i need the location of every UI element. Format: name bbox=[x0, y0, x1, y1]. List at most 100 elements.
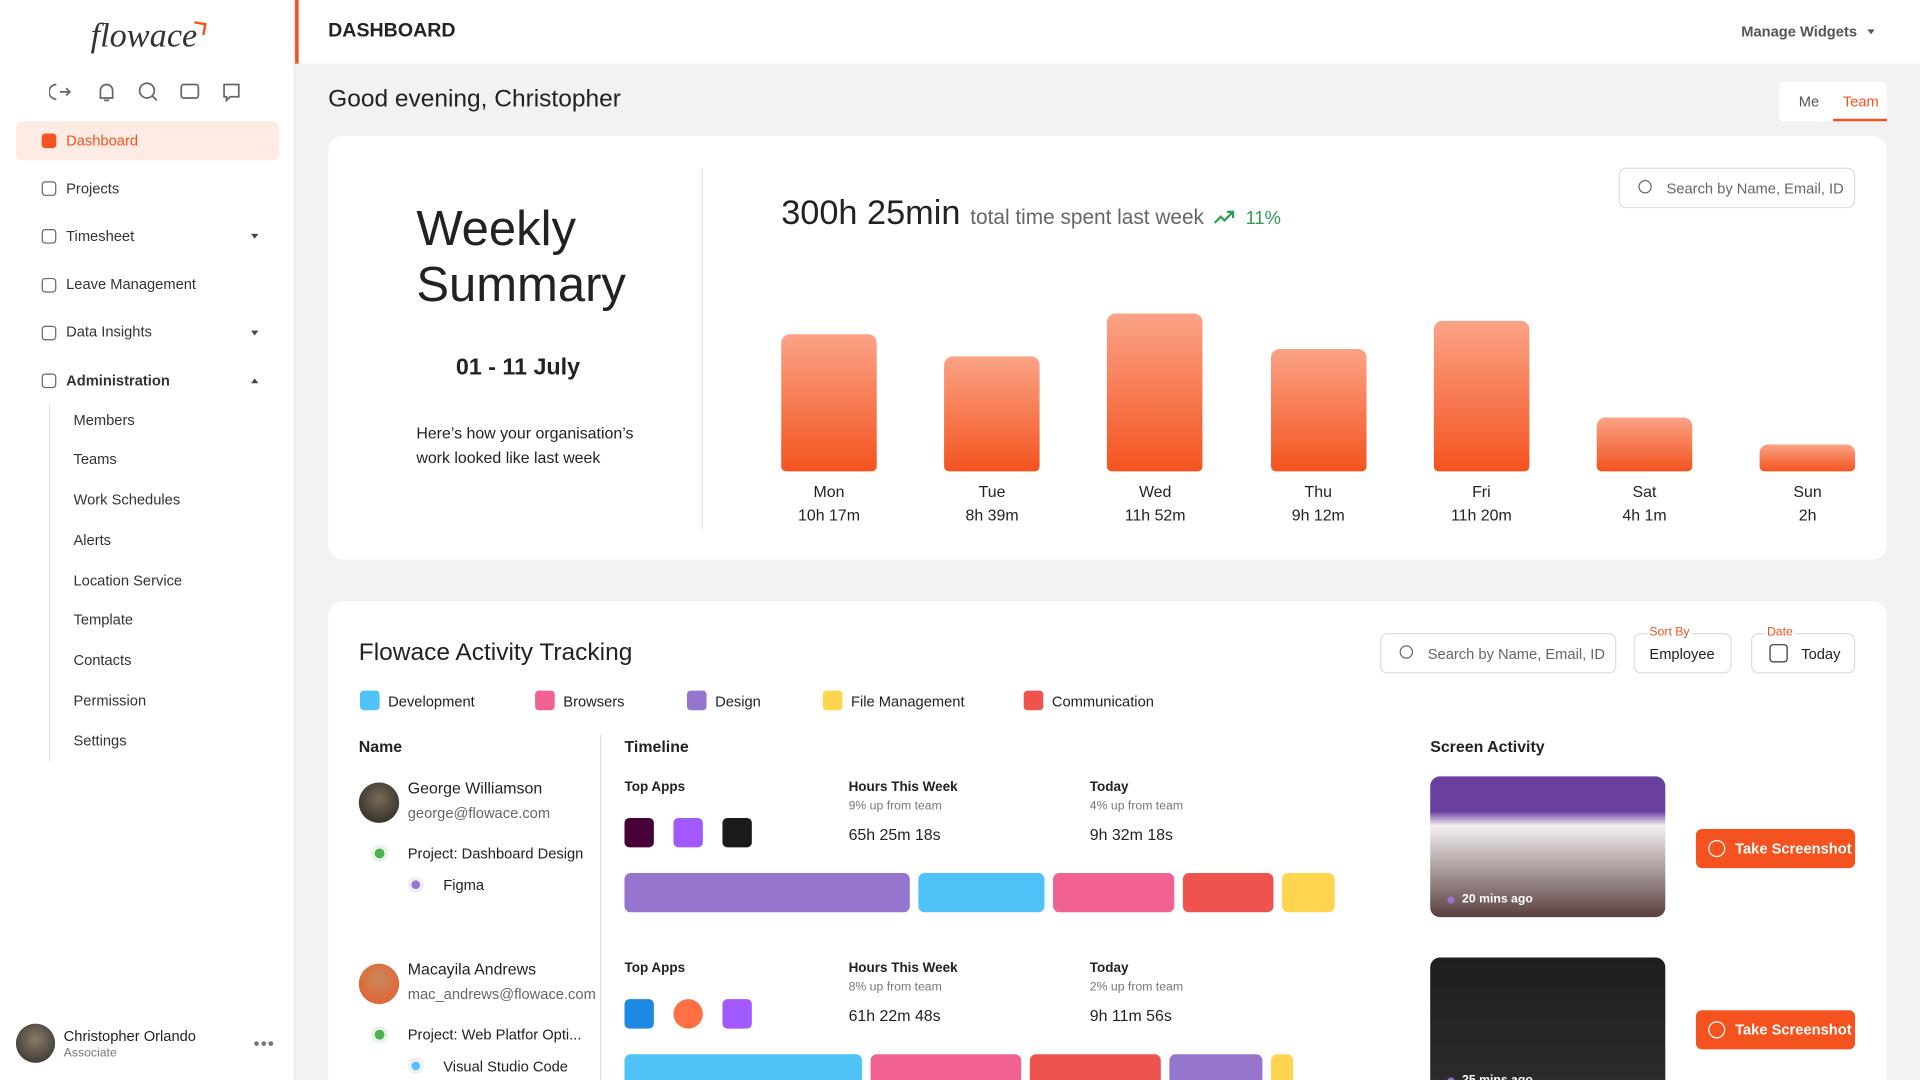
x-tick-label: Fri bbox=[1472, 482, 1491, 501]
hours-change: 8% up from team bbox=[848, 980, 942, 995]
x-tick-label: Mon bbox=[813, 482, 845, 501]
column-divider bbox=[600, 734, 602, 1080]
toggle-option[interactable]: Me bbox=[1798, 92, 1820, 110]
employee-name: George Williamson bbox=[407, 778, 543, 798]
sub-nav-item[interactable]: Settings bbox=[73, 731, 127, 749]
active-indicator bbox=[295, 0, 299, 64]
nav-item[interactable]: Data Insights bbox=[66, 323, 152, 341]
top-apps-label: Top Apps bbox=[624, 961, 686, 977]
timeline-segment bbox=[1182, 873, 1274, 913]
bar bbox=[781, 334, 877, 472]
sub-nav-item[interactable]: Work Schedules bbox=[73, 491, 181, 509]
column-header: Screen Activity bbox=[1430, 737, 1545, 756]
nav-item[interactable]: Projects bbox=[66, 179, 120, 197]
bar bbox=[944, 356, 1040, 472]
search-icon bbox=[1399, 645, 1414, 659]
search-box[interactable] bbox=[1618, 167, 1856, 209]
chevron bbox=[251, 234, 259, 240]
x-tick-label: Thu bbox=[1304, 482, 1332, 501]
activity-title: Flowace Activity Tracking bbox=[358, 638, 633, 666]
sub-nav-item[interactable]: Permission bbox=[73, 691, 147, 709]
legend-swatch bbox=[822, 690, 843, 711]
today-change: 2% up from team bbox=[1089, 980, 1184, 995]
total-time: 300h 25min bbox=[781, 193, 961, 232]
screenshot-time: 25 mins ago bbox=[1462, 1074, 1533, 1080]
legend-swatch bbox=[686, 690, 707, 711]
sidebar-icons bbox=[48, 82, 240, 103]
trend-icon bbox=[1214, 210, 1235, 224]
status-dot bbox=[374, 848, 385, 859]
weekly-dates: 01 - 11 July bbox=[455, 355, 581, 381]
hours-label: Hours This Week bbox=[848, 780, 958, 795]
sort-label: Sort By bbox=[1646, 625, 1692, 641]
avatar bbox=[358, 963, 400, 1005]
search-box[interactable] bbox=[1380, 633, 1617, 674]
logout-icon[interactable] bbox=[48, 83, 72, 101]
nav-icon bbox=[41, 373, 57, 389]
app-dot bbox=[411, 880, 420, 889]
nav-icon bbox=[41, 181, 57, 197]
more-icon[interactable]: ••• bbox=[253, 1033, 276, 1054]
value-label: 4h 1m bbox=[1622, 505, 1667, 525]
app-icon bbox=[673, 999, 703, 1029]
x-tick-label: Wed bbox=[1138, 482, 1172, 501]
nav-item[interactable]: Timesheet bbox=[66, 227, 135, 245]
sort-value: Employee bbox=[1649, 644, 1715, 662]
greeting: Good evening, Christopher bbox=[328, 85, 621, 113]
toggle-option[interactable]: Team bbox=[1842, 92, 1879, 110]
page-title: DASHBOARD bbox=[328, 20, 456, 42]
search-icon bbox=[1638, 180, 1652, 194]
sub-nav-item[interactable]: Alerts bbox=[73, 531, 112, 549]
x-tick-label: Sat bbox=[1632, 482, 1657, 501]
feedback-icon[interactable] bbox=[223, 83, 240, 103]
nav-item[interactable]: Administration bbox=[66, 371, 170, 389]
weekly-title: Weekly Summary bbox=[416, 202, 626, 313]
search-icon[interactable] bbox=[138, 82, 156, 99]
value-label: 10h 17m bbox=[798, 505, 860, 525]
screenshot-thumb[interactable] bbox=[1430, 776, 1666, 918]
bar bbox=[1433, 320, 1530, 472]
app-dot bbox=[411, 1061, 420, 1071]
timeline-segment bbox=[870, 1054, 1022, 1080]
x-tick-label: Sun bbox=[1793, 482, 1822, 501]
bar bbox=[1759, 444, 1856, 472]
user-name: Christopher Orlando bbox=[63, 1026, 196, 1044]
app-icon bbox=[722, 817, 752, 848]
date-label: Date bbox=[1764, 625, 1796, 641]
nav-active-bg bbox=[15, 121, 280, 161]
toggle[interactable] bbox=[1779, 82, 1887, 122]
sub-nav-item[interactable]: Teams bbox=[73, 450, 117, 469]
hours-value: 65h 25m 18s bbox=[848, 825, 941, 844]
nav-icon bbox=[41, 277, 57, 293]
project: Project: Web Platfor Opti... bbox=[407, 1025, 582, 1043]
search-placeholder: Search by Name, Email, ID bbox=[1427, 644, 1605, 662]
screenshot-thumb[interactable] bbox=[1430, 957, 1666, 1080]
hours-change: 9% up from team bbox=[848, 799, 942, 813]
hours-label: Hours This Week bbox=[848, 961, 958, 977]
user-role: Associate bbox=[63, 1046, 117, 1061]
chevron bbox=[251, 378, 259, 384]
caret bbox=[1867, 29, 1875, 35]
nav-item[interactable]: Leave Management bbox=[66, 275, 197, 293]
sub-nav-item[interactable]: Template bbox=[73, 611, 134, 629]
sub-nav-item[interactable]: Location Service bbox=[73, 571, 183, 589]
app-name: Visual Studio Code bbox=[443, 1057, 568, 1075]
toggle-underline bbox=[1833, 118, 1887, 122]
app-icon bbox=[624, 999, 654, 1029]
bell-icon[interactable] bbox=[99, 83, 114, 102]
nav-item[interactable]: Dashboard bbox=[66, 131, 139, 149]
timeline-segment bbox=[1270, 1054, 1294, 1080]
app-icon bbox=[722, 999, 752, 1029]
manage-widgets[interactable]: Manage Widgets bbox=[1741, 22, 1858, 40]
employee-name: Macayila Andrews bbox=[407, 959, 537, 979]
today-value: 9h 32m 18s bbox=[1089, 825, 1173, 844]
screenshot-button-label: Take Screenshot bbox=[1735, 1020, 1852, 1038]
date-box[interactable] bbox=[1751, 633, 1856, 674]
nav-icon bbox=[41, 229, 57, 245]
top-apps-label: Top Apps bbox=[624, 780, 686, 795]
sub-nav-item[interactable]: Members bbox=[73, 410, 135, 429]
sub-nav-item[interactable]: Contacts bbox=[73, 651, 132, 669]
ticket-icon[interactable] bbox=[180, 83, 200, 99]
